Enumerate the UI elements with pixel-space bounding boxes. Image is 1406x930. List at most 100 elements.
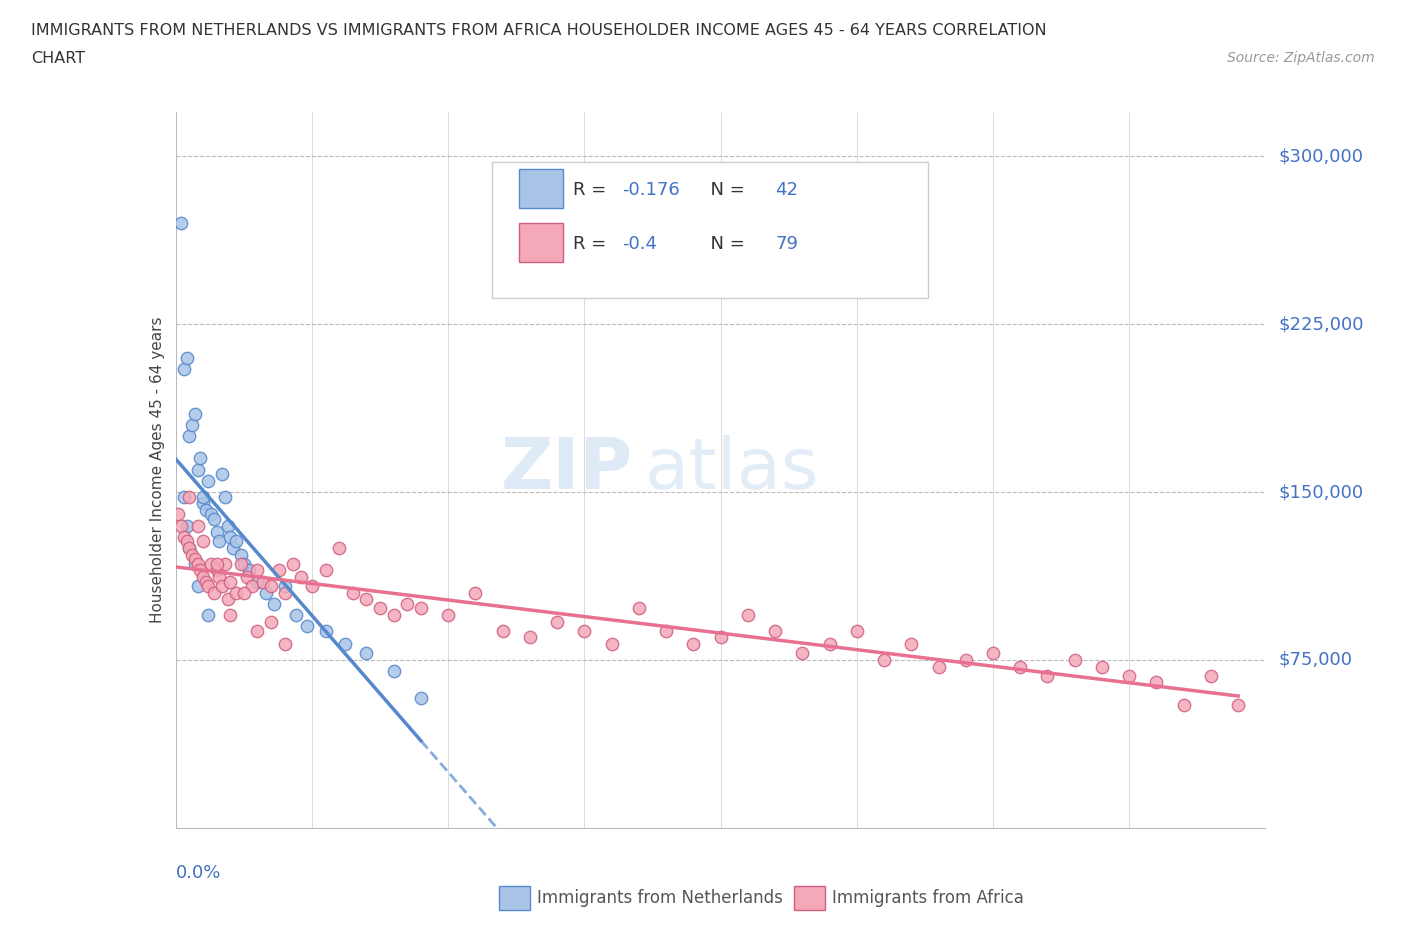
Point	[682, 637, 704, 652]
Point	[1173, 698, 1195, 712]
Point	[200, 556, 222, 571]
Point	[208, 534, 231, 549]
Text: 42: 42	[775, 181, 799, 199]
Point	[1010, 659, 1032, 674]
Point	[179, 489, 201, 504]
Point	[284, 607, 307, 622]
Point	[205, 556, 228, 571]
Point	[205, 525, 228, 539]
Point	[167, 507, 190, 522]
Point	[219, 529, 242, 544]
Point	[315, 623, 337, 638]
Point	[792, 645, 814, 660]
Text: R =: R =	[574, 235, 613, 253]
Point	[191, 496, 214, 511]
Point	[464, 585, 486, 600]
Point	[333, 637, 356, 652]
Point	[818, 637, 841, 652]
Point	[184, 556, 207, 571]
Point	[356, 645, 378, 660]
Point	[214, 489, 236, 504]
Point	[219, 574, 242, 589]
Text: $150,000: $150,000	[1278, 483, 1364, 501]
Point	[202, 585, 225, 600]
Point	[186, 518, 209, 533]
Point	[232, 585, 254, 600]
Point	[235, 569, 257, 585]
Text: 79: 79	[775, 235, 799, 253]
Point	[1144, 675, 1167, 690]
Point	[737, 607, 759, 622]
Point	[191, 534, 214, 549]
Point	[176, 351, 198, 365]
Point	[981, 645, 1004, 660]
Point	[655, 623, 678, 638]
Point	[211, 578, 233, 593]
Point	[232, 556, 254, 571]
Text: N =: N =	[699, 235, 751, 253]
Point	[240, 578, 263, 593]
Text: -0.4: -0.4	[623, 235, 658, 253]
Point	[1091, 659, 1114, 674]
Point	[1227, 698, 1250, 712]
Point	[197, 607, 219, 622]
Point	[170, 518, 193, 533]
Point	[191, 569, 214, 585]
Point	[519, 630, 541, 644]
Point	[238, 563, 260, 578]
Point	[219, 607, 242, 622]
Point	[328, 540, 350, 555]
Point	[191, 489, 214, 504]
Point	[269, 563, 291, 578]
Text: $300,000: $300,000	[1278, 147, 1364, 166]
Text: CHART: CHART	[31, 51, 84, 66]
Point	[873, 653, 896, 668]
Text: $75,000: $75,000	[1278, 651, 1353, 669]
Point	[492, 623, 515, 638]
Text: 0.0%: 0.0%	[176, 863, 221, 882]
Point	[186, 578, 209, 593]
Point	[184, 551, 207, 566]
Bar	[519, 222, 562, 262]
Point	[170, 216, 193, 231]
Text: Source: ZipAtlas.com: Source: ZipAtlas.com	[1227, 51, 1375, 65]
Point	[600, 637, 623, 652]
Point	[1063, 653, 1085, 668]
Point	[208, 569, 231, 585]
Point	[197, 578, 219, 593]
Point	[176, 534, 198, 549]
Point	[231, 556, 253, 571]
Point	[437, 607, 460, 622]
Bar	[519, 169, 562, 208]
Point	[217, 592, 239, 607]
Point	[274, 637, 297, 652]
Point	[396, 596, 419, 611]
Point	[281, 556, 304, 571]
Point	[246, 623, 269, 638]
Point	[574, 623, 596, 638]
Y-axis label: Householder Income Ages 45 - 64 years: Householder Income Ages 45 - 64 years	[149, 316, 165, 623]
Point	[217, 518, 239, 533]
Point	[179, 540, 201, 555]
Text: ZIP: ZIP	[501, 435, 633, 504]
Point	[260, 578, 283, 593]
Text: Immigrants from Netherlands: Immigrants from Netherlands	[537, 889, 783, 908]
Point	[211, 467, 233, 482]
Point	[176, 518, 198, 533]
Point	[627, 601, 650, 616]
Point	[409, 690, 432, 705]
Point	[263, 596, 285, 611]
Point	[173, 529, 195, 544]
Text: -0.176: -0.176	[623, 181, 681, 199]
Point	[1199, 668, 1222, 683]
Point	[225, 585, 247, 600]
Point	[205, 563, 228, 578]
Point	[356, 592, 378, 607]
Text: atlas: atlas	[644, 435, 818, 504]
Point	[200, 507, 222, 522]
Point	[1036, 668, 1059, 683]
Text: Immigrants from Africa: Immigrants from Africa	[832, 889, 1024, 908]
Point	[184, 406, 207, 421]
Point	[181, 418, 204, 432]
Point	[181, 547, 204, 562]
